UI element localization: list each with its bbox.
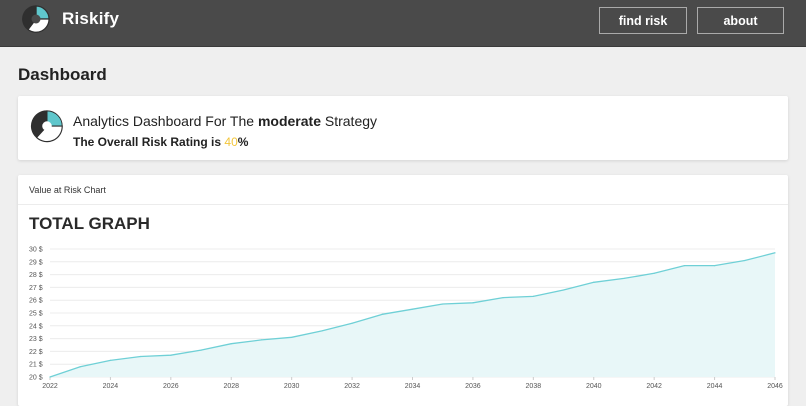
chart-card-title: Value at Risk Chart [29,185,106,195]
x-tick-label: 2042 [646,383,662,390]
strategy-heading: Analytics Dashboard For The moderate Str… [73,113,377,129]
data-point [230,343,232,345]
y-tick-label: 22 $ [29,349,43,356]
y-tick-label: 25 $ [29,311,43,318]
data-point [562,289,565,291]
data-point [442,303,444,305]
y-tick-label: 26 $ [29,298,43,305]
data-point [411,308,414,310]
risk-rating: The Overall Risk Rating is 40% [73,135,248,149]
data-point [321,330,323,332]
x-tick-label: 2040 [586,383,602,390]
data-point [502,297,504,299]
data-point [260,339,263,341]
data-point [744,259,746,262]
find-risk-button[interactable]: find risk [599,7,687,34]
y-tick-label: 30 $ [29,247,43,254]
y-tick-label: 29 $ [29,259,43,266]
strategy-summary-card: Analytics Dashboard For The moderate Str… [18,96,788,160]
y-tick-label: 28 $ [29,272,43,279]
x-tick-label: 2022 [42,383,58,390]
page-title: Dashboard [18,65,107,84]
strategy-name: moderate [257,113,321,129]
series-area [50,252,775,377]
y-tick-label: 20 $ [29,375,43,382]
risk-rating-value: 40 [224,135,238,149]
data-point [79,366,81,368]
chart-card-header: Value at Risk Chart [18,175,788,205]
x-tick-label: 2044 [707,383,723,390]
data-point [200,349,202,351]
x-tick-label: 2024 [103,383,119,390]
brand[interactable]: Riskify [21,4,119,34]
value-at-risk-card: Value at Risk Chart TOTAL GRAPH 20 $ 21 $… [18,175,788,406]
data-point [653,272,655,274]
x-tick-label: 2028 [223,383,239,390]
data-point [713,265,716,267]
x-tick-label: 2046 [767,383,783,390]
risk-rating-prefix: The Overall Risk Rating is [73,135,222,149]
total-graph-chart: 20 $ 21 $ 22 $ 23 $ 24 $ 25 $ 26 $ 27 $ 28 $ 29 $… [29,247,783,391]
chart-title: TOTAL GRAPH [29,214,150,233]
y-tick-label: 27 $ [29,285,43,292]
x-tick-label: 2034 [405,383,421,390]
strategy-prefix: Analytics Dashboard For The [73,113,255,129]
data-point [109,359,112,361]
x-tick-label: 2038 [526,383,542,390]
about-button[interactable]: about [697,7,784,34]
x-tick-label: 2026 [163,383,179,390]
navbar: Riskify find risk about [0,0,806,47]
data-point [532,295,534,297]
data-point [683,265,685,267]
data-point [291,336,293,338]
y-tick-label: 24 $ [29,323,43,330]
risk-rating-suffix: % [237,135,249,149]
x-tick-label: 2036 [465,383,481,390]
y-tick-label: 23 $ [29,336,43,343]
y-tick-label: 21 $ [29,362,43,369]
app-name: Riskify [62,9,120,28]
data-point [623,277,625,280]
x-tick-label: 2032 [344,383,360,390]
data-point [140,355,142,358]
data-point [170,354,172,356]
data-point [49,376,51,378]
data-point [774,252,776,254]
x-tick-label: 2030 [284,383,300,390]
risk-pie-icon [30,110,63,143]
data-point [472,302,474,304]
data-point [593,281,595,283]
data-point [351,322,353,324]
strategy-suffix: Strategy [324,113,378,129]
data-point [381,313,383,315]
riskify-logo-icon [22,5,50,33]
